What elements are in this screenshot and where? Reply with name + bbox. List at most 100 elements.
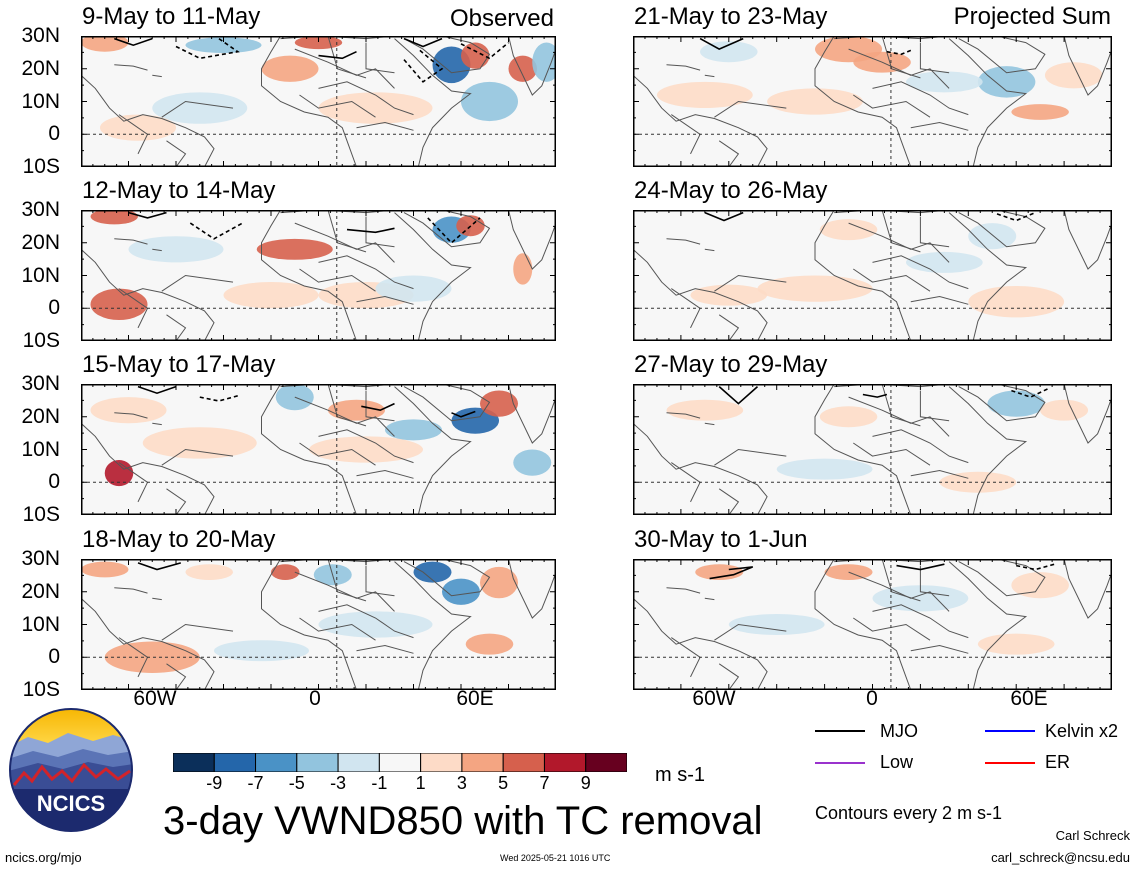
anomaly-shading <box>977 633 1055 655</box>
anomaly-shading <box>666 399 744 421</box>
coastline <box>318 255 414 290</box>
anomaly-shading <box>90 397 167 424</box>
coastline <box>718 314 740 341</box>
anomaly-shading <box>656 81 753 109</box>
coastline <box>327 559 367 602</box>
legend-label-mjo: MJO <box>880 721 918 741</box>
coastline <box>1063 36 1112 96</box>
coastline <box>356 295 414 305</box>
y-tick-label: 10N <box>21 89 60 113</box>
coastline <box>853 94 931 118</box>
coastline <box>1063 210 1112 270</box>
colorbar-tick-label: 3 <box>456 773 467 793</box>
coastline <box>910 295 969 305</box>
colorbar-box <box>502 753 545 772</box>
colorbar-box <box>378 753 422 772</box>
anomaly-shading <box>906 71 983 93</box>
anomaly-shading <box>508 55 537 82</box>
anomaly-shading <box>461 42 490 69</box>
anomaly-shading <box>90 288 148 321</box>
anomaly-shading <box>256 238 333 260</box>
mjo-contour <box>175 37 240 60</box>
anomaly-shading <box>81 561 129 578</box>
coastline <box>714 100 787 118</box>
anomaly-shading <box>480 390 518 417</box>
coastline <box>299 442 376 466</box>
coastline <box>704 248 715 252</box>
coastline <box>261 559 357 690</box>
coastline <box>958 559 1046 597</box>
coastline <box>114 412 148 419</box>
coastline <box>948 212 1028 341</box>
x-tick-label: 0 <box>866 687 878 710</box>
coastline <box>714 448 787 466</box>
coastline <box>633 422 768 515</box>
anomaly-shading <box>385 419 442 441</box>
anomaly-shading <box>223 282 319 309</box>
anomaly-shading <box>442 578 480 605</box>
coastline <box>166 488 187 515</box>
coastline <box>633 74 768 167</box>
colorbar-tick-label: -3 <box>330 773 347 793</box>
coastline <box>327 384 367 427</box>
coastline <box>318 81 414 116</box>
mjo-contour <box>451 410 476 418</box>
anomaly-shading <box>90 210 138 225</box>
mjo-contour <box>403 37 443 48</box>
coastline <box>881 210 921 253</box>
y-tick-label: 20N <box>21 579 60 603</box>
coastline <box>356 121 414 131</box>
legend-label-kelvin: Kelvin x2 <box>1045 721 1119 741</box>
coastline <box>394 386 472 515</box>
x-tick-label: 60E <box>1010 687 1048 710</box>
panel-title-l1: 12-May to 14-May <box>82 177 276 204</box>
y-tick-label: 10N <box>21 437 60 461</box>
legend-label-er: ER <box>1045 752 1071 772</box>
colorbar-box <box>585 753 627 772</box>
anomaly-shading <box>977 66 1036 98</box>
legend-label-low: Low <box>880 752 914 772</box>
coastline <box>704 597 715 601</box>
anomaly-shading <box>185 37 262 54</box>
footer-email[interactable]: carl_schreck@ncsu.edu <box>991 850 1130 865</box>
coastline <box>161 100 234 118</box>
mjo-contour <box>403 48 444 83</box>
footer-url[interactable]: ncics.org/mjo <box>5 850 82 865</box>
coastline <box>261 36 357 167</box>
coastline <box>81 74 215 167</box>
coastline <box>403 210 491 248</box>
colorbar-box <box>461 753 504 772</box>
colorbar-tick-label: -1 <box>371 773 388 793</box>
anomaly-shading <box>819 219 878 241</box>
y-tick-label: 20N <box>21 56 60 80</box>
coastline <box>919 565 950 597</box>
legend-swatch-er <box>985 762 1035 764</box>
anomaly-shading <box>695 564 744 580</box>
coastline <box>714 274 787 292</box>
panel-label-observed: Observed <box>449 5 554 32</box>
coastline <box>704 422 715 426</box>
anomaly-shading <box>987 390 1045 417</box>
map-panel-left-2 <box>81 384 556 515</box>
coastline <box>365 216 395 248</box>
coastline <box>872 429 969 464</box>
y-tick-label: 10S <box>22 155 60 178</box>
mjo-contour <box>718 386 759 405</box>
colorbar-box <box>337 753 380 772</box>
coastline <box>508 384 556 444</box>
coastline <box>910 644 969 654</box>
coastline <box>394 212 472 341</box>
anomaly-shading <box>152 92 248 124</box>
y-tick-label: 0 <box>48 296 60 320</box>
coastline <box>872 81 969 116</box>
panel-title-l3: 18-May to 20-May <box>82 526 276 553</box>
coastline <box>114 238 148 245</box>
legend-swatch-kelvin <box>985 730 1035 732</box>
coastline <box>1063 559 1112 619</box>
legend-swatch-low <box>815 762 865 764</box>
coastline <box>666 64 701 71</box>
coastline <box>910 469 969 479</box>
anomaly-shading <box>271 564 300 580</box>
mjo-contour <box>896 563 945 571</box>
colorbar-tick-label: 9 <box>580 773 591 793</box>
